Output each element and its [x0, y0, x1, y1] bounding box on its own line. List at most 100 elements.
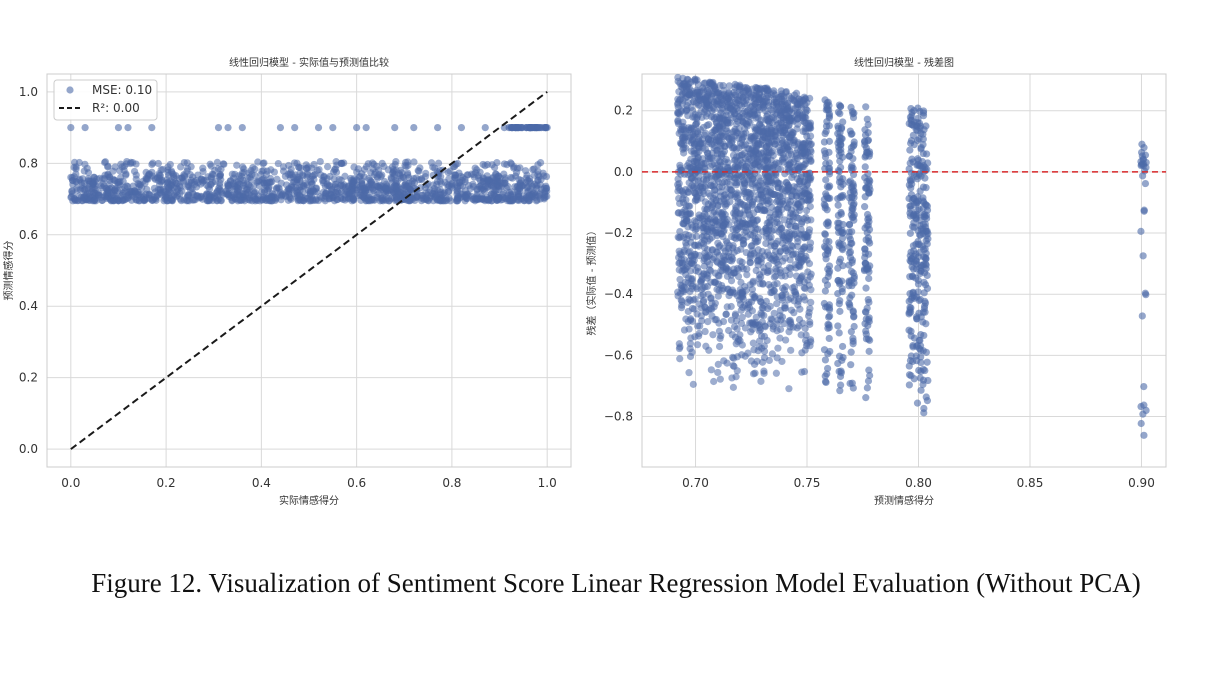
chart1-ytick-label: 0.2 — [19, 371, 38, 385]
chart2-point — [739, 295, 747, 303]
chart1-point — [296, 192, 304, 200]
chart2-point — [731, 132, 739, 140]
chart1-point — [274, 184, 282, 192]
chart-residuals: 0.70 0.75 0.80 0.85 0.90 0.2 0.0 −0.2 −0.4 −0.6 −0… — [585, 56, 1167, 507]
chart2-point — [790, 283, 799, 291]
chart2-point — [919, 183, 928, 191]
chart2-point — [834, 322, 842, 330]
chart1-point — [260, 159, 268, 167]
chart1-point — [278, 191, 286, 199]
chart1-point — [287, 165, 295, 173]
chart1-xtick-label: 0.4 — [252, 476, 271, 490]
chart2-point — [909, 131, 917, 139]
chart1-point — [302, 164, 310, 172]
chart1-point — [260, 177, 268, 185]
chart1-point — [404, 169, 412, 177]
chart2-point — [707, 366, 715, 374]
chart2-point — [912, 274, 920, 282]
chart1-point — [267, 166, 275, 174]
chart1-point — [180, 171, 188, 179]
chart2-point — [863, 384, 871, 392]
chart2-point — [674, 95, 682, 103]
chart1-point — [378, 196, 386, 204]
chart2-point — [678, 210, 686, 219]
chart2-point — [748, 189, 756, 197]
chart2-point — [688, 174, 697, 182]
chart1-point — [362, 123, 370, 132]
chart2-point — [920, 304, 929, 313]
chart2-point — [690, 157, 698, 165]
chart2-point — [920, 278, 928, 286]
chart1-point — [394, 190, 403, 198]
chart2-point — [686, 247, 694, 255]
chart2-point — [695, 163, 703, 171]
chart1-point — [252, 195, 260, 203]
chart2-point — [719, 228, 727, 236]
chart1-point — [445, 187, 453, 196]
chart2-point — [835, 137, 843, 145]
chart1-point — [348, 189, 356, 197]
chart2-point — [679, 133, 687, 141]
chart1-point — [470, 194, 479, 202]
chart2-point — [716, 375, 724, 383]
chart2-point — [692, 266, 700, 275]
chart2-point — [732, 181, 740, 189]
chart2-point — [821, 303, 830, 311]
chart1-point — [415, 167, 423, 175]
chart2-point — [836, 280, 844, 288]
chart2-point — [848, 193, 856, 202]
chart1-point — [540, 194, 548, 202]
chart1-point — [164, 163, 172, 171]
chart2-point — [760, 301, 768, 309]
chart2-point — [701, 165, 709, 173]
chart2-point — [824, 250, 832, 258]
chart2-point — [743, 265, 751, 273]
chart2-point — [862, 260, 870, 268]
chart2-point — [850, 109, 858, 117]
chart2-point — [785, 328, 793, 336]
chart2-point — [690, 140, 699, 148]
chart2-point — [749, 321, 757, 329]
chart2-point — [744, 310, 752, 318]
chart1-point — [315, 165, 323, 174]
chart2-point — [675, 344, 684, 353]
chart2-point — [680, 140, 688, 149]
chart2-point — [753, 252, 761, 260]
chart2-point — [680, 123, 688, 131]
chart2-ytick-label: 0.2 — [614, 104, 633, 118]
chart2-point — [707, 267, 715, 275]
chart2-point — [719, 259, 727, 267]
chart2-point — [718, 286, 726, 295]
chart1-point — [349, 177, 357, 185]
chart2-point — [820, 147, 829, 155]
chart2-point — [714, 201, 722, 209]
chart1-point — [81, 123, 89, 132]
chart1-point — [489, 185, 498, 193]
chart2-point — [919, 194, 927, 202]
figure-caption: Figure 12. Visualization of Sentiment Sc… — [91, 568, 1141, 598]
chart2-point — [705, 120, 713, 129]
chart2-point — [730, 362, 738, 371]
chart2-point — [746, 214, 754, 222]
chart2-point — [741, 88, 749, 96]
chart1-point — [333, 161, 341, 169]
chart1-point — [434, 159, 443, 167]
chart2-point — [737, 319, 746, 328]
chart2-point — [785, 264, 794, 272]
chart2-point — [906, 146, 914, 154]
chart1-point — [530, 171, 539, 179]
chart1-point — [251, 171, 259, 179]
chart2-point — [787, 206, 796, 214]
chart2-point — [739, 303, 747, 311]
chart2-point — [848, 258, 856, 267]
chart2-point — [923, 214, 931, 223]
chart2-point — [912, 250, 920, 258]
chart2-point — [749, 92, 758, 100]
chart2-point — [920, 331, 928, 340]
chart2-point — [724, 267, 732, 275]
chart2-point — [823, 182, 831, 191]
chart2-point — [674, 118, 682, 126]
chart2-point — [757, 377, 765, 385]
chart2-point — [905, 310, 913, 318]
chart2-point — [864, 137, 872, 145]
